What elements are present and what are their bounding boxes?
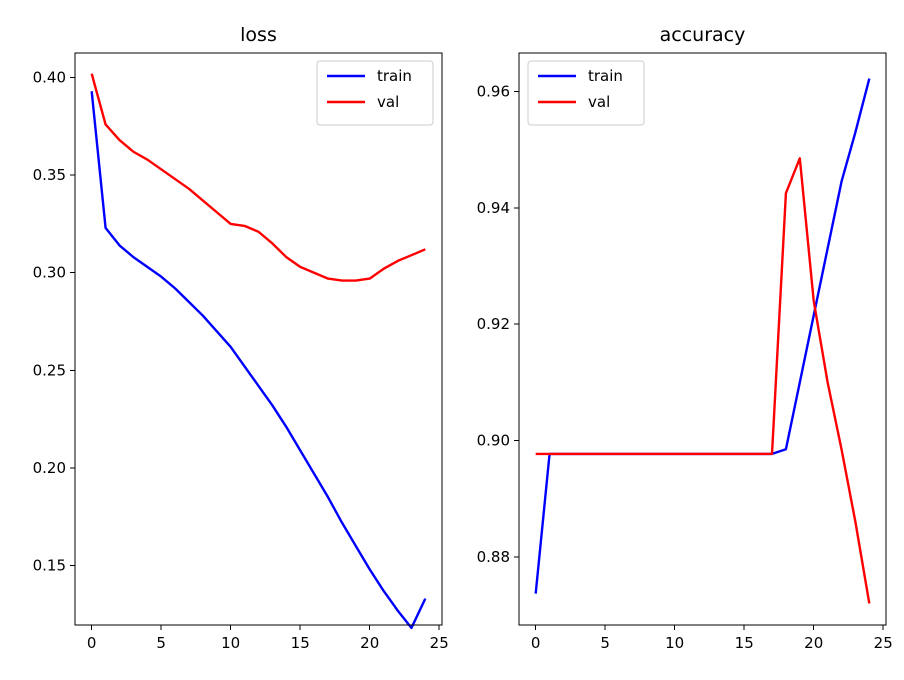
y-tick-label: 0.88 xyxy=(477,548,510,566)
y-tick-label: 0.92 xyxy=(477,315,510,333)
legend-label-train: train xyxy=(377,67,412,85)
x-tick-label: 25 xyxy=(430,634,449,652)
legend-label-train: train xyxy=(588,67,623,85)
chart-1: accuracy 0 5 10 15 20 25 0.88 0.90 0.92 0.94 0.96 tr… xyxy=(477,24,893,652)
x-tick-label: 10 xyxy=(221,634,240,652)
y-tick-label: 0.25 xyxy=(33,361,66,379)
y-tick-label: 0.15 xyxy=(33,556,66,574)
x-tick-label: 5 xyxy=(156,634,166,652)
legend: train val xyxy=(527,60,645,126)
plot-frame xyxy=(518,52,887,626)
x-tick-label: 10 xyxy=(665,634,684,652)
y-tick-label: 0.96 xyxy=(477,82,510,100)
y-tick-label: 0.94 xyxy=(477,199,510,217)
series-line-val xyxy=(535,157,871,604)
x-tick-label: 0 xyxy=(87,634,97,652)
chart-title: accuracy xyxy=(660,24,746,46)
x-tick-label: 15 xyxy=(735,634,754,652)
y-tick-label: 0.35 xyxy=(33,166,66,184)
y-tick-label: 0.20 xyxy=(33,459,66,477)
x-tick-label: 20 xyxy=(804,634,823,652)
legend-box xyxy=(316,60,434,126)
x-tick-label: 0 xyxy=(531,634,541,652)
y-tick-label: 0.40 xyxy=(33,69,66,87)
series-line-val xyxy=(90,73,426,282)
plot-frame xyxy=(74,52,443,626)
x-tick-label: 20 xyxy=(360,634,379,652)
series-line-train xyxy=(90,91,427,630)
legend: train val xyxy=(316,60,434,126)
chart-0: loss 0 5 10 15 20 25 0.15 0.20 0.25 0.30 0.35 0.40 tr… xyxy=(33,24,449,652)
x-tick-label: 15 xyxy=(291,634,310,652)
y-tick-label: 0.30 xyxy=(33,264,66,282)
x-tick-label: 25 xyxy=(874,634,893,652)
legend-label-val: val xyxy=(588,93,610,111)
legend-box xyxy=(527,60,645,126)
x-tick-label: 5 xyxy=(600,634,610,652)
chart-title: loss xyxy=(240,24,277,46)
legend-label-val: val xyxy=(377,93,399,111)
y-tick-label: 0.90 xyxy=(477,432,510,450)
